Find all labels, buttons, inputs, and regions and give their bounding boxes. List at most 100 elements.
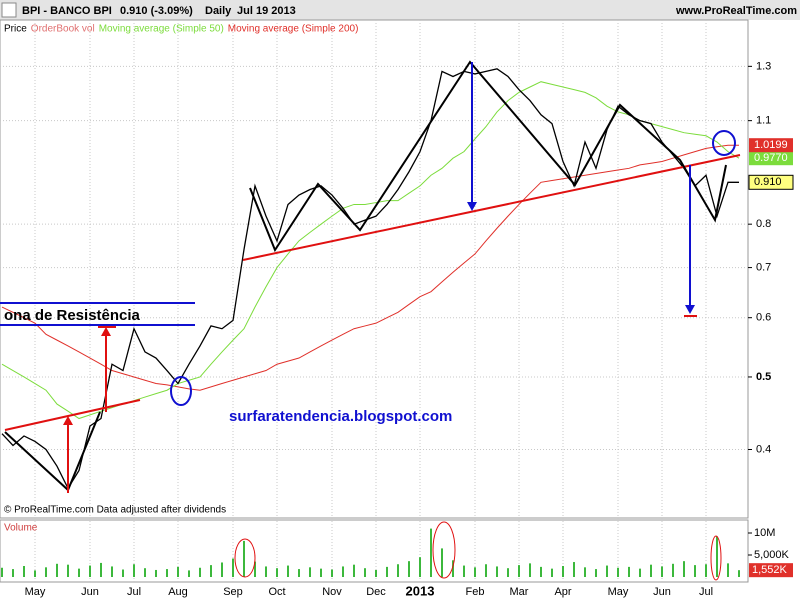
volume-bar (727, 563, 729, 577)
volume-bar (45, 567, 47, 577)
trend-line (242, 154, 741, 261)
interval: Daily (205, 5, 232, 17)
arrow-head (685, 305, 695, 314)
highlight-circle (234, 538, 256, 578)
volume-bar (661, 566, 663, 577)
volume-bar (232, 558, 234, 577)
arrow-head (101, 327, 111, 336)
moving-average (1, 144, 739, 391)
volume-bar (309, 567, 311, 577)
volume-bar (331, 569, 333, 577)
volume-bar (430, 528, 432, 577)
trend-line (4, 399, 141, 431)
volume-bar (155, 569, 157, 577)
highlight-circle (170, 376, 192, 406)
volume-bar (496, 566, 498, 577)
volume-bar (122, 569, 124, 577)
highlight-circle (432, 521, 456, 579)
volume-bar (639, 568, 641, 577)
x-tick-label: Feb (466, 586, 485, 598)
last-label-box (749, 138, 793, 153)
arrow-head (63, 416, 73, 425)
last-label-box (749, 151, 793, 166)
last-label: 1.0199 (754, 139, 788, 151)
volume-bar (276, 568, 278, 577)
volume-bar (463, 565, 465, 577)
highlight-circle (712, 130, 736, 156)
volume-bar (254, 561, 256, 577)
volume-bar (210, 565, 212, 577)
volume-bar (573, 562, 575, 577)
x-tick-label: Mar (510, 586, 529, 598)
volume-title: Volume (4, 523, 38, 534)
volume-bar (408, 561, 410, 577)
volume-bar (243, 540, 245, 577)
volume-bar (56, 563, 58, 577)
volume-bar (265, 566, 267, 577)
y-tick-label: 10M (754, 527, 775, 539)
x-tick-label: 2013 (406, 583, 435, 598)
volume-bar (1, 567, 3, 577)
volume-bar (111, 566, 113, 577)
volume-bar (518, 565, 520, 577)
volume-bar (540, 566, 542, 577)
last-label-box (749, 563, 793, 578)
volume-bar (386, 566, 388, 577)
volume-bar (628, 566, 630, 577)
x-tick-label: Oct (268, 586, 285, 598)
header-bar (0, 0, 800, 20)
x-tick-label: Jul (699, 586, 713, 598)
x-tick-label: Sep (223, 586, 243, 598)
last-label-box (748, 174, 794, 190)
volume-bar (298, 569, 300, 577)
x-tick-label: Jul (127, 586, 141, 598)
x-tick-label: May (25, 586, 46, 598)
last-label: 1,552K (752, 564, 788, 576)
volume-bar (177, 566, 179, 577)
volume-bar (23, 566, 25, 577)
volume-bar (683, 561, 685, 577)
legend-entry: Price (4, 24, 27, 35)
x-tick-label: Jun (81, 586, 99, 598)
x-tick-label: Nov (322, 586, 342, 598)
volume-bar (34, 570, 36, 577)
volume-bar (617, 567, 619, 577)
volume-bar (78, 568, 80, 577)
volume-bar (100, 562, 102, 577)
volume-bar (562, 566, 564, 577)
zigzag (249, 60, 727, 253)
y-tick-label: 0.7 (756, 261, 771, 273)
y-tick-label: 0.5 (756, 371, 771, 383)
volume-bar (452, 560, 454, 577)
volume-bar (188, 570, 190, 577)
volume-frame (0, 519, 749, 583)
volume-bar (507, 568, 509, 577)
x-tick-label: Apr (554, 586, 571, 598)
y-tick-label: 0.6 (756, 312, 771, 324)
volume-bar (738, 570, 740, 577)
volume-bar (166, 569, 168, 577)
volume-bar (221, 562, 223, 577)
zone-label: ona de Resistência (4, 307, 141, 324)
x-tick-label: Dec (366, 586, 386, 598)
volume-bar (375, 569, 377, 577)
y-tick-label: 0.4 (756, 443, 771, 455)
volume-bar (320, 568, 322, 577)
volume-bar (529, 563, 531, 577)
volume-bar (353, 564, 355, 577)
volume-bar (287, 565, 289, 577)
x-tick-label: Aug (168, 586, 188, 598)
volume-bar (474, 567, 476, 577)
logo (1, 2, 17, 18)
volume-bar (12, 569, 14, 577)
volume-bar (694, 565, 696, 577)
volume-bar (89, 565, 91, 577)
arrow-head (467, 202, 477, 211)
y-tick-label: 5,000K (754, 549, 790, 561)
chart-title: BPI - BANCO BPI (22, 5, 112, 17)
y-tick-label: 0.8 (756, 218, 771, 230)
volume-bar (419, 557, 421, 577)
source: www.ProRealTime.com (675, 5, 797, 17)
volume-bar (144, 568, 146, 577)
